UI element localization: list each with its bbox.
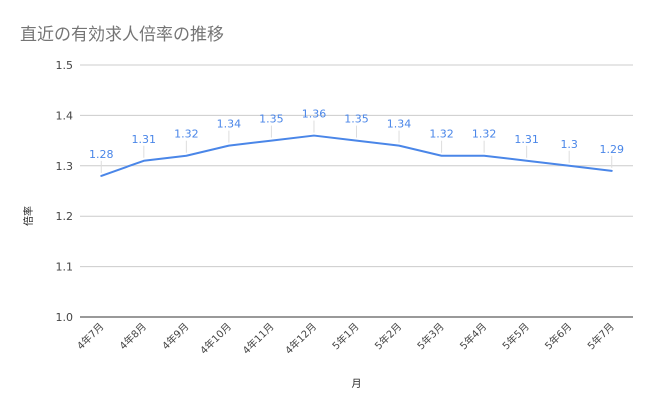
x-tick-label: 4年10月: [197, 320, 234, 357]
x-tick-label: 4年11月: [240, 320, 277, 357]
gridlines: [80, 64, 633, 318]
data-label: 1.32: [174, 128, 199, 141]
data-label: 1.36: [302, 108, 327, 121]
y-tick-label: 1.5: [56, 59, 74, 72]
x-axis-title: 月: [352, 378, 362, 390]
y-tick-label: 1.2: [56, 210, 74, 223]
x-tick-label: 5年1月: [329, 320, 361, 352]
x-tick-label: 5年7月: [585, 320, 617, 352]
data-label: 1.29: [599, 143, 624, 156]
data-label: 1.32: [472, 128, 497, 141]
x-tick-label: 4年12月: [282, 320, 319, 357]
x-tick-label: 5年3月: [414, 320, 446, 352]
data-label: 1.31: [132, 133, 157, 146]
data-label: 1.3: [560, 138, 578, 151]
series-line: [100, 134, 613, 177]
data-label-leaders: [100, 120, 613, 173]
data-label: 1.28: [89, 148, 114, 161]
data-label: 1.34: [387, 118, 412, 131]
x-tick-label: 5年4月: [457, 320, 489, 352]
x-tick-label: 5年6月: [542, 320, 574, 352]
x-tick-label: 4年7月: [74, 320, 106, 352]
x-tick-label: 4年8月: [117, 320, 149, 352]
chart-title: 直近の有効求人倍率の推移: [20, 25, 224, 45]
data-labels: 1.28 1.31 1.32 1.34 1.35 1.36 1.35 1.34 1.32 1.32…: [89, 108, 624, 161]
data-label: 1.35: [344, 113, 369, 126]
y-tick-label: 1.1: [56, 261, 74, 274]
y-axis-ticks: 1.0 1.1 1.2 1.3 1.4 1.5: [56, 59, 74, 324]
y-tick-label: 1.4: [56, 109, 74, 122]
data-label: 1.31: [514, 133, 539, 146]
x-axis-ticks: 4年7月 4年8月 4年9月 4年10月 4年11月 4年12月 5年1月 5年2月 5年3月 5…: [74, 320, 617, 357]
data-label: 1.35: [259, 113, 284, 126]
series-lines: [100, 134, 613, 177]
y-axis-title: 倍率: [22, 206, 35, 226]
x-tick-label: 4年9月: [159, 320, 191, 352]
data-label: 1.32: [429, 128, 454, 141]
y-tick-label: 1.3: [56, 160, 74, 173]
x-tick-label: 5年5月: [499, 320, 531, 352]
x-tick-label: 5年2月: [372, 320, 404, 352]
y-tick-label: 1.0: [56, 311, 74, 324]
data-label: 1.34: [217, 118, 242, 131]
